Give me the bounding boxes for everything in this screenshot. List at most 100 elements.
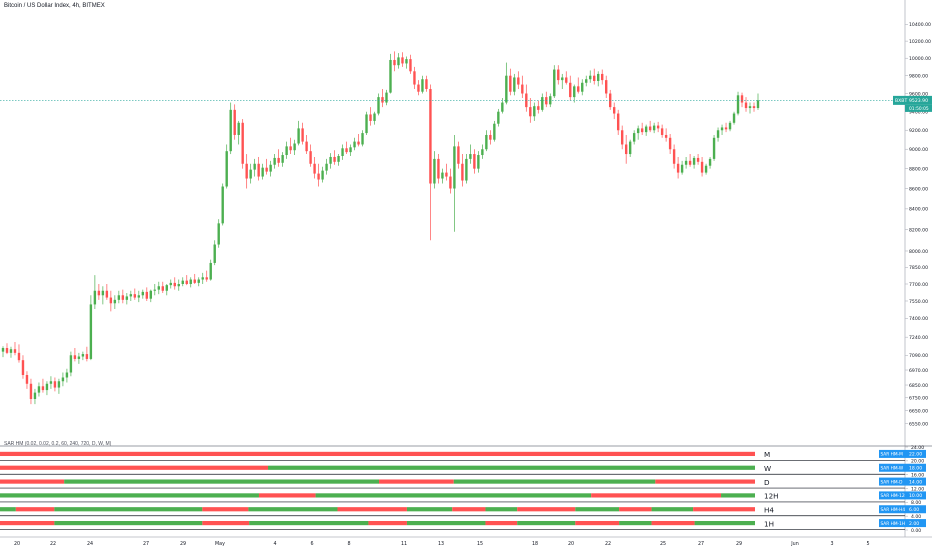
indicator-tick-label: 0.00	[911, 528, 921, 534]
sar-segment-1h	[54, 520, 203, 526]
candle	[517, 77, 520, 85]
sar-value-text: 22.00	[909, 452, 922, 458]
candle	[265, 167, 268, 172]
candle	[337, 155, 340, 162]
candle	[401, 57, 404, 64]
price-tick-label: 9600.00	[909, 91, 928, 97]
candle	[173, 282, 176, 287]
candle	[712, 137, 716, 159]
candle	[405, 59, 408, 64]
timeframe-tag-1h: 1H	[764, 519, 774, 528]
candle	[57, 381, 61, 388]
sar-segment-1h	[0, 520, 55, 526]
candle	[389, 59, 392, 93]
candle	[545, 97, 548, 105]
indicator-tick-label: 4.00	[911, 514, 921, 520]
candle	[585, 79, 588, 83]
sar-segment-h4	[202, 507, 249, 512]
candle	[305, 141, 308, 152]
time-tick-label: 8	[347, 541, 350, 547]
sar-label-text: SAR HM-1H	[881, 521, 906, 527]
time-tick-label: 25	[660, 541, 666, 547]
candle	[569, 82, 572, 98]
price-tick-label: 7240.00	[909, 335, 928, 341]
candle	[333, 156, 336, 162]
sar-value-text: 2.00	[909, 521, 919, 527]
candle	[397, 57, 400, 66]
candle	[728, 122, 732, 130]
candle	[756, 100, 760, 109]
time-tick-label: 4	[273, 541, 276, 547]
candle	[521, 84, 524, 94]
sar-segment-h4	[337, 507, 407, 512]
candle	[744, 102, 748, 109]
sar-value-text: 14.00	[909, 479, 922, 485]
sar-segment-1h	[202, 520, 250, 526]
candle	[529, 107, 532, 117]
sar-value-badge	[905, 519, 926, 528]
candle	[97, 290, 101, 296]
candle	[165, 285, 168, 291]
candle	[153, 289, 156, 291]
candle	[141, 291, 145, 296]
sar-segment-h4	[485, 507, 518, 512]
candle	[437, 158, 440, 179]
time-tick-label: 27	[698, 541, 704, 547]
price-tick-label: 7700.00	[909, 282, 928, 288]
candle	[708, 158, 712, 166]
sar-segment-1h	[517, 520, 576, 526]
candle	[421, 79, 424, 92]
candle	[509, 75, 512, 92]
candle	[668, 137, 672, 150]
candle	[413, 71, 416, 85]
candle	[33, 392, 37, 400]
candle	[197, 279, 200, 283]
candle	[593, 75, 596, 81]
candle	[345, 148, 348, 153]
sar-value-text: 10.00	[909, 493, 922, 499]
candle	[752, 106, 756, 109]
sar-label-text: SAR HM-H4	[881, 507, 906, 513]
candle	[325, 163, 328, 171]
candle	[628, 141, 632, 155]
sar-segment-d	[453, 479, 656, 484]
candle	[409, 59, 412, 72]
sar-segment-12h	[315, 493, 592, 498]
candle	[365, 114, 368, 134]
price-tick-label: 9400.00	[909, 109, 928, 115]
sar-segment-h4	[651, 507, 694, 512]
time-tick-label: 22	[605, 541, 611, 547]
candle	[213, 244, 216, 263]
candle	[601, 73, 604, 81]
sar-value-text: 18.00	[909, 465, 922, 471]
timeframe-tag-d: D	[764, 478, 770, 487]
timeframe-tag-m: M	[764, 450, 770, 459]
time-tick-label: 27	[143, 541, 149, 547]
candle	[321, 170, 324, 180]
time-tick-label: 29	[736, 541, 742, 547]
candle	[589, 75, 592, 80]
candle	[433, 158, 436, 184]
sar-value-text: 6.00	[909, 507, 919, 513]
timeframe-tag-w: W	[764, 464, 771, 473]
candle	[557, 69, 560, 81]
candle	[73, 355, 77, 359]
candle	[309, 151, 312, 164]
time-tick-label: 3	[830, 541, 833, 547]
candle	[696, 157, 700, 162]
candle	[688, 160, 692, 165]
sar-segment-h4	[693, 507, 755, 512]
candle	[253, 163, 256, 170]
countdown-badge	[905, 104, 932, 112]
candle	[612, 107, 616, 114]
candle	[553, 69, 556, 97]
candle	[605, 80, 608, 94]
sar-segment-w	[268, 465, 755, 470]
candle	[101, 290, 105, 296]
candle	[417, 84, 420, 92]
candle	[573, 86, 576, 98]
candle	[85, 354, 89, 359]
candle	[285, 146, 288, 156]
candlestick-series	[1, 51, 760, 405]
